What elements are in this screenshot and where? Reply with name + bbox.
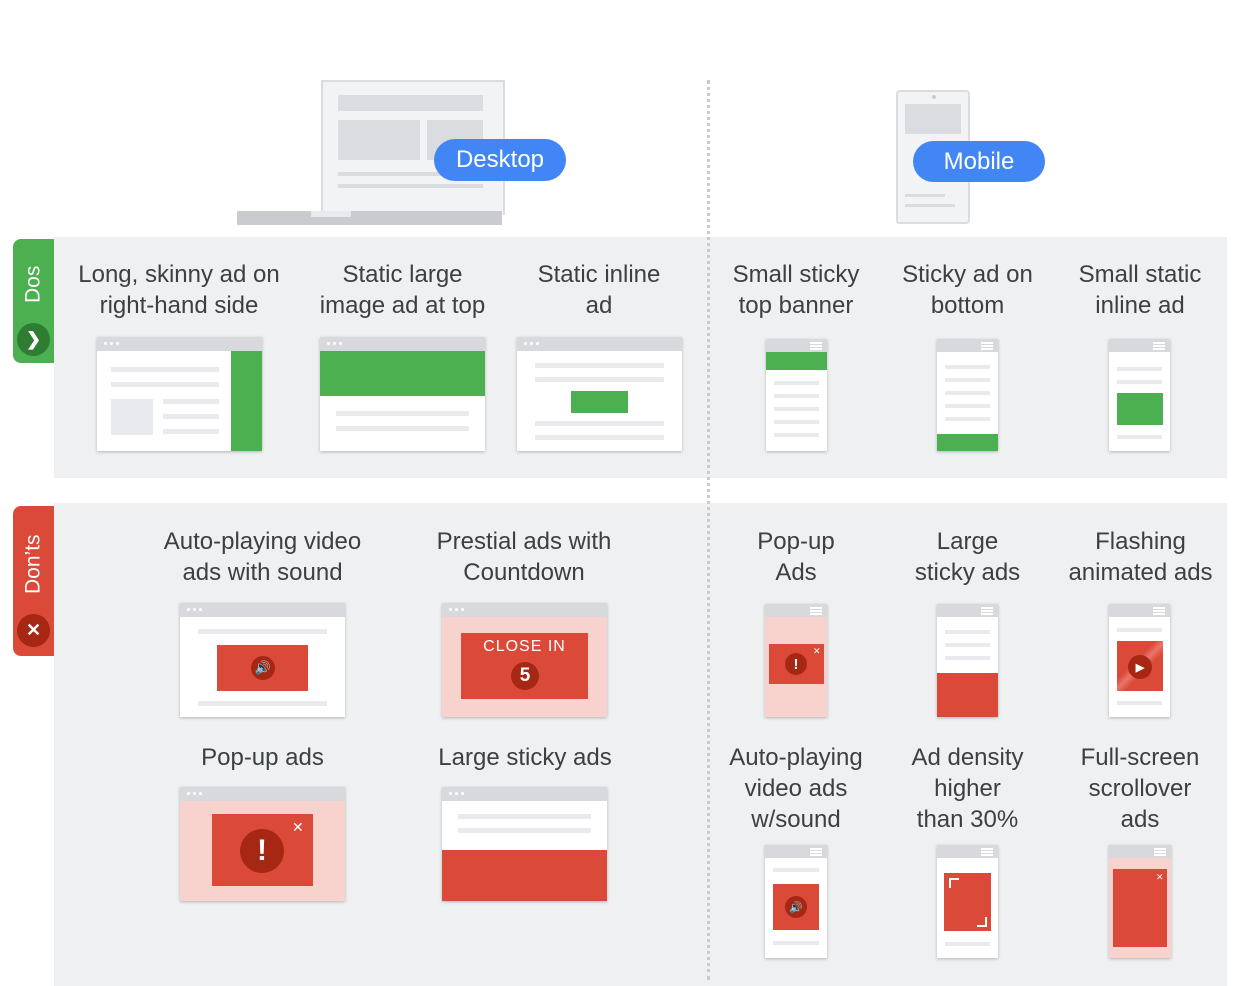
label-large-sticky-ads-mobile: Large sticky ads [914,528,1021,586]
phone-flashing-animated-ad: ▶ [1109,604,1170,717]
window-auto-playing-video: 🔊 [180,603,345,717]
donts-band [54,503,1227,986]
close-icon: ✕ [292,819,304,835]
speaker-icon: 🔊 [785,896,807,918]
speaker-icon: 🔊 [251,656,275,680]
phone-auto-playing-video: 🔊 [765,845,827,958]
dos-label: Dos [21,265,45,303]
phone-small-static-inline-ad [1109,339,1170,451]
label-static-inline-ad: Static inline ad [537,261,661,319]
chevron-right-icon: ❯ [17,323,50,356]
phone-sticky-ad-bottom [937,339,998,451]
column-divider [707,80,710,980]
label-auto-playing-video-ads-mobile: Auto-playing video ads w/sound [729,744,863,833]
window-static-inline-ad [517,337,682,451]
close-icon: ✕ [1156,872,1164,882]
window-long-skinny-ad [97,337,262,451]
expand-corner-icon [977,917,987,927]
exclamation-icon: ! [785,653,807,675]
play-icon: ▶ [1128,655,1152,679]
label-sticky-ad-bottom: Sticky ad on bottom [902,261,1033,319]
label-auto-playing-video-ads: Auto-playing video ads with sound [163,528,362,586]
phone-ad-density [937,845,998,958]
phone-large-sticky-ad [937,604,998,717]
label-small-sticky-top-banner: Small sticky top banner [732,261,860,319]
desktop-pill: Desktop [434,139,566,181]
label-prestial-ads-countdown: Prestial ads with Countdown [436,528,612,586]
label-long-skinny-ad: Long, skinny ad on right-hand side [78,261,280,319]
dos-tab: Dos ❯ [13,239,54,363]
exclamation-icon: ! [240,829,284,873]
window-prestial-countdown: CLOSE IN 5 [442,603,607,717]
donts-label: Don’ts [21,534,45,594]
label-small-static-inline-ad: Small static inline ad [1078,261,1202,319]
label-large-sticky-ads-desktop: Large sticky ads [438,744,612,771]
close-icon: ✕ [813,646,821,656]
expand-corner-icon [949,878,959,888]
window-large-sticky-ad [442,787,607,901]
donts-tab: Don’ts ✕ [13,506,54,656]
label-flashing-animated-ads: Flashing animated ads [1068,528,1213,586]
mobile-pill: Mobile [913,141,1045,182]
window-pop-up-ad: ✕ ! [180,787,345,901]
window-static-large-image-ad [320,337,485,451]
label-full-screen-scrollover: Full-screen scrollover ads [1080,744,1200,833]
phone-small-sticky-top-banner [766,339,827,451]
label-pop-up-ads-mobile: Pop-up Ads [757,528,835,586]
label-pop-up-ads-desktop: Pop-up ads [201,744,324,771]
countdown-badge: 5 [511,662,539,690]
close-in-text: CLOSE IN [483,638,566,655]
close-icon: ✕ [17,614,50,647]
label-static-large-image-ad: Static large image ad at top [319,261,486,319]
label-ad-density: Ad density higher than 30% [911,744,1024,833]
phone-full-screen-scrollover: ✕ [1109,845,1171,958]
phone-pop-up-ad: ✕ ! [765,604,827,717]
